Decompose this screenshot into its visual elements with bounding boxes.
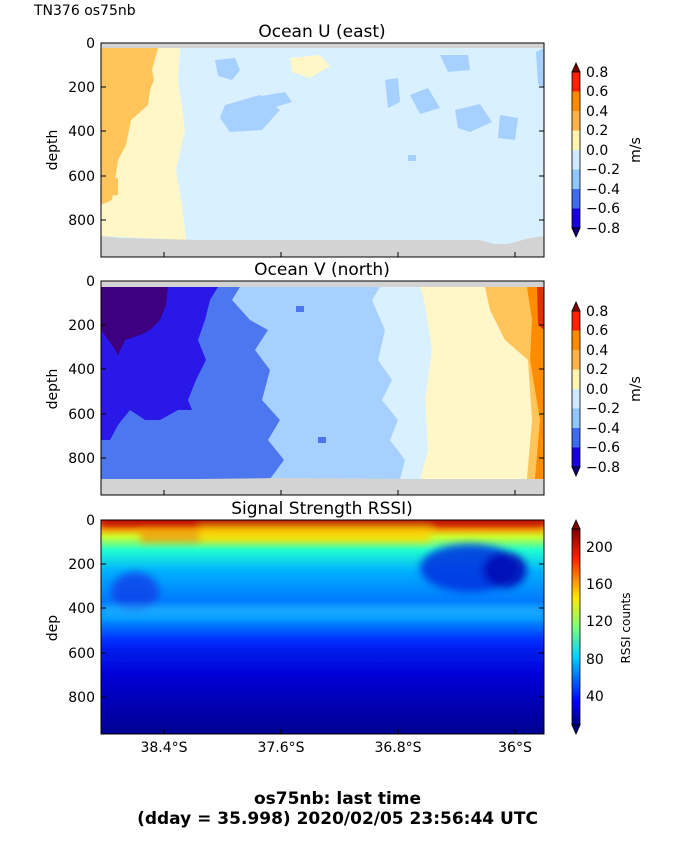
v-ytick-200: 200: [68, 318, 95, 334]
u-cbar-label: m/s: [628, 137, 644, 163]
rssi-cbar-tick-160: 160: [586, 577, 613, 593]
u-ylabel: depth: [45, 130, 61, 171]
rssi-cbar-tick-200: 200: [586, 540, 613, 556]
v-panel: Ocean V (north) depth 0 200 400 600 800 …: [45, 260, 644, 496]
v-ylabel: depth: [45, 369, 61, 410]
rssi-cbar-tick-40: 40: [586, 689, 604, 705]
u-heatmap: [101, 43, 544, 257]
rssi-title: Signal Strength RSSI): [231, 499, 413, 519]
rssi-xtick-3: 36°S: [498, 740, 532, 756]
v-heatmap: [101, 281, 544, 495]
cruise-label: TN376 os75nb: [34, 3, 136, 19]
rssi-ytick-0: 0: [86, 513, 95, 529]
v-cbar-label: m/s: [628, 376, 644, 402]
v-cbar-tick-2: 0.4: [586, 343, 608, 359]
u-cbar-tick-3: 0.2: [586, 123, 608, 139]
u-cbar-tick-7: −0.6: [586, 201, 620, 217]
v-title: Ocean V (north): [254, 260, 390, 280]
rssi-ytick-600: 600: [68, 646, 95, 662]
rssi-xtick-0: 38.4°S: [140, 740, 187, 756]
v-cbar-tick-3: 0.2: [586, 362, 608, 378]
rssi-panel: Signal Strength RSSI) dep 0 200 400 600 …: [45, 499, 633, 756]
u-panel: Ocean U (east) depth 0 200 400 600 800 0…: [45, 22, 644, 258]
rssi-ytick-200: 200: [68, 557, 95, 573]
rssi-cbar-tick-120: 120: [586, 614, 613, 630]
v-yticks: 0 200 400 600 800: [68, 274, 544, 495]
u-ytick-600: 600: [68, 169, 95, 185]
u-ytick-200: 200: [68, 80, 95, 96]
v-ytick-0: 0: [86, 274, 95, 290]
rssi-cbar-label: RSSI counts: [619, 592, 633, 663]
u-cbar-tick-6: −0.4: [586, 182, 620, 198]
u-ytick-800: 800: [68, 213, 95, 229]
footer-line-2: (dday = 35.998) 2020/02/05 23:56:44 UTC: [137, 809, 538, 829]
v-ytick-400: 400: [68, 362, 95, 378]
u-cbar-tick-2: 0.4: [586, 104, 608, 120]
u-ytick-0: 0: [86, 36, 95, 52]
v-colorbar: 0.8 0.6 0.4 0.2 0.0 −0.2 −0.4 −0.6 −0.8 …: [571, 301, 644, 477]
rssi-cbar-tick-80: 80: [586, 652, 604, 668]
v-cbar-tick-6: −0.4: [586, 421, 620, 437]
v-ytick-800: 800: [68, 451, 95, 467]
u-cbar-tick-1: 0.6: [586, 84, 608, 100]
v-cbar-tick-0: 0.8: [586, 304, 608, 320]
v-cbar-tick-8: −0.8: [586, 460, 620, 476]
v-cbar-tick-7: −0.6: [586, 440, 620, 456]
u-cbar-tick-8: −0.8: [586, 221, 620, 237]
v-ytick-600: 600: [68, 407, 95, 423]
v-cbar-tick-1: 0.6: [586, 323, 608, 339]
u-yticks: 0 200 400 600 800: [68, 36, 544, 257]
rssi-colorbar: 200 160 120 80 40 RSSI counts: [571, 519, 633, 735]
footer-line-1: os75nb: last time: [253, 789, 422, 809]
rssi-ylabel: dep: [45, 615, 61, 642]
rssi-heatmap: [101, 520, 544, 734]
rssi-xtick-1: 37.6°S: [257, 740, 304, 756]
u-colorbar: 0.8 0.6 0.4 0.2 0.0 −0.2 −0.4 −0.6 −0.8 …: [571, 62, 644, 238]
rssi-xtick-2: 36.8°S: [374, 740, 421, 756]
u-cbar-tick-4: 0.0: [586, 143, 608, 159]
u-cbar-tick-5: −0.2: [586, 162, 620, 178]
rssi-xticks: 38.4°S 37.6°S 36.8°S 36°S: [140, 740, 531, 756]
rssi-yticks: 0 200 400 600 800: [68, 513, 544, 734]
v-cbar-tick-5: −0.2: [586, 401, 620, 417]
u-ytick-400: 400: [68, 124, 95, 140]
rssi-ytick-800: 800: [68, 690, 95, 706]
u-cbar-tick-0: 0.8: [586, 65, 608, 81]
u-title: Ocean U (east): [258, 22, 385, 42]
v-cbar-tick-4: 0.0: [586, 382, 608, 398]
rssi-ytick-400: 400: [68, 601, 95, 617]
